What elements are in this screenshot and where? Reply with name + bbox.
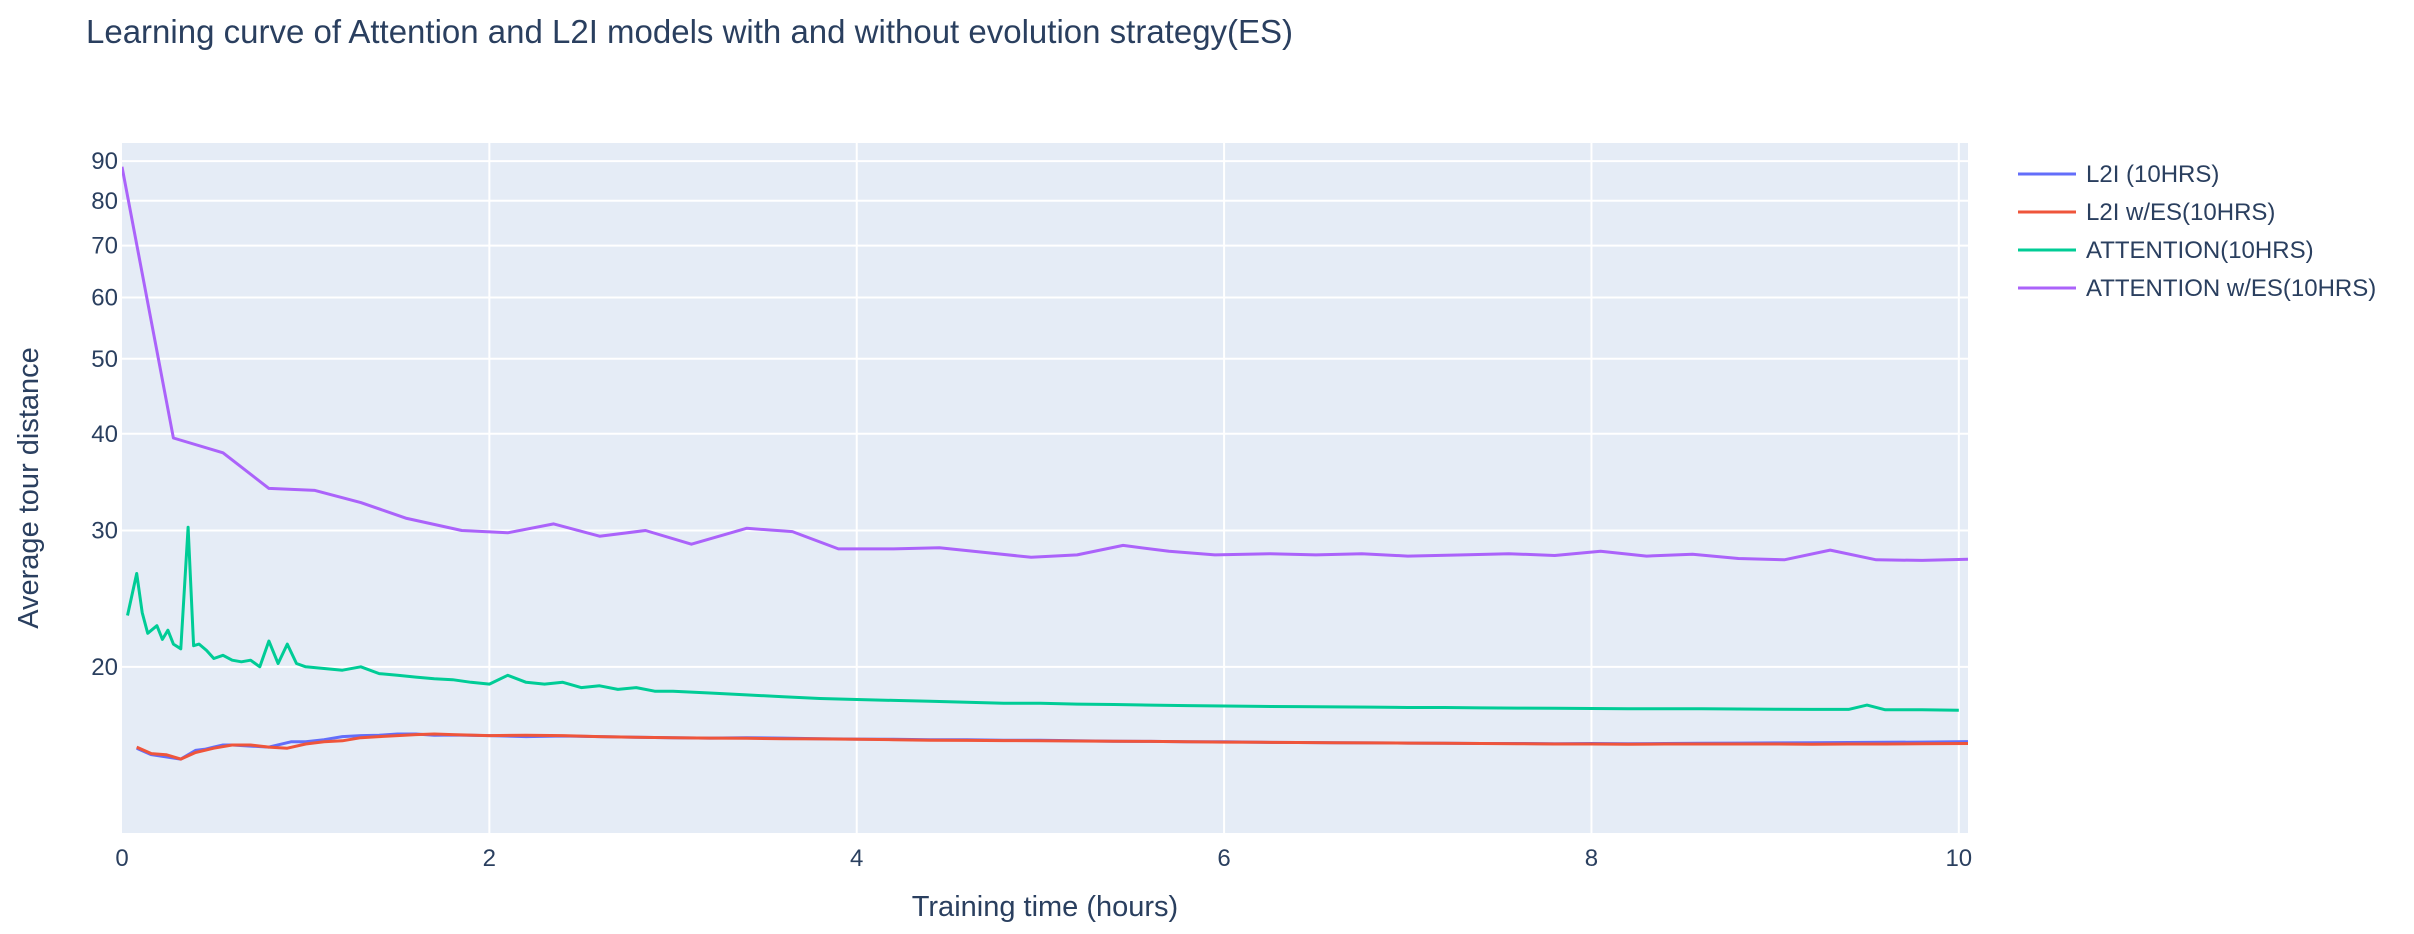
grid-layer bbox=[122, 143, 1968, 833]
x-tick-label: 10 bbox=[1945, 845, 1972, 872]
y-tick-label: 80 bbox=[91, 188, 118, 215]
series-line-2 bbox=[136, 732, 1968, 761]
series-layer bbox=[122, 166, 1968, 761]
y-tick-label: 70 bbox=[91, 233, 118, 260]
legend-item-2[interactable]: L2I w/ES(10HRS) bbox=[2018, 199, 2275, 226]
plot-background bbox=[122, 143, 1968, 833]
y-tick-label: 30 bbox=[91, 518, 118, 545]
legend-label: ATTENTION w/ES(10HRS) bbox=[2086, 275, 2376, 302]
tick-layer: 0 2 4 6 8 10 20 30 40 50 60 70 80 90 bbox=[91, 148, 1972, 872]
series-line-4 bbox=[122, 166, 1968, 562]
legend-item-1[interactable]: L2I (10HRS) bbox=[2018, 161, 2219, 188]
legend-label: L2I w/ES(10HRS) bbox=[2086, 199, 2275, 226]
y-tick-label: 40 bbox=[91, 421, 118, 448]
x-tick-label: 6 bbox=[1217, 845, 1230, 872]
y-tick-label: 20 bbox=[91, 654, 118, 681]
y-tick-label: 90 bbox=[91, 148, 118, 175]
legend-item-3[interactable]: ATTENTION(10HRS) bbox=[2018, 237, 2314, 264]
y-axis-title: Average tour distance bbox=[13, 347, 45, 629]
x-tick-label: 2 bbox=[483, 845, 496, 872]
chart-title: Learning curve of Attention and L2I mode… bbox=[86, 13, 1293, 50]
y-tick-label: 60 bbox=[91, 284, 118, 311]
series-line-3 bbox=[126, 525, 1959, 712]
x-axis-title: Training time (hours) bbox=[912, 891, 1178, 923]
x-tick-label: 8 bbox=[1585, 845, 1598, 872]
x-tick-label: 4 bbox=[850, 845, 863, 872]
x-tick-label: 0 bbox=[115, 845, 128, 872]
y-tick-label: 50 bbox=[91, 346, 118, 373]
legend[interactable]: L2I (10HRS) L2I w/ES(10HRS) ATTENTION(10HR… bbox=[2018, 161, 2376, 302]
legend-label: L2I (10HRS) bbox=[2086, 161, 2219, 188]
legend-label: ATTENTION(10HRS) bbox=[2086, 237, 2314, 264]
legend-item-4[interactable]: ATTENTION w/ES(10HRS) bbox=[2018, 275, 2376, 302]
